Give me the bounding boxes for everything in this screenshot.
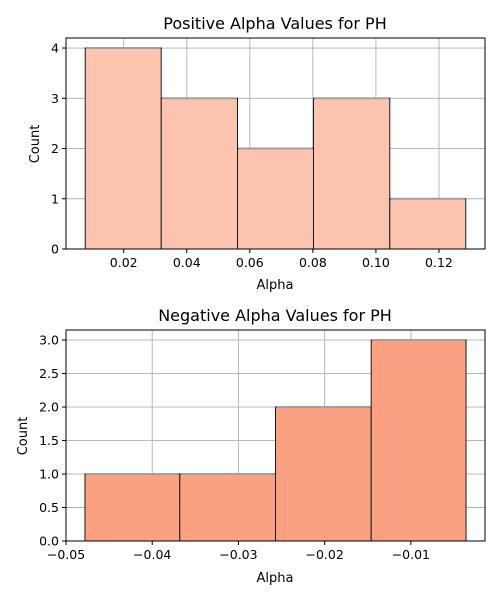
y-tick-label: 1: [51, 191, 59, 206]
y-tick-label: 2.5: [39, 366, 59, 381]
x-tick-label: −0.01: [392, 547, 430, 562]
histogram-bar: [84, 473, 181, 542]
y-ticks: 0.0 0.5 1.0 1.5 2.0 2.5 3.0: [39, 333, 66, 549]
plot-frame: [65, 329, 486, 542]
plot-frame: [65, 37, 486, 250]
chart-positive-alpha: Positive Alpha Values for PH 0.02 0.04 0.0…: [28, 14, 486, 293]
y-tick-label: 1.0: [39, 467, 59, 482]
y-ticks: 0 1 2 3 4: [51, 41, 66, 257]
x-ticks: 0.02 0.04 0.06 0.08 0.10 0.12: [110, 249, 453, 270]
x-tick-label: 0.06: [236, 255, 264, 270]
chart-title: Positive Alpha Values for PH: [163, 14, 386, 33]
x-tick-label: 0.08: [299, 255, 327, 270]
x-tick-label: 0.04: [173, 255, 201, 270]
x-tick-label: −0.02: [305, 547, 343, 562]
x-tick-label: −0.03: [219, 547, 257, 562]
histogram-bar: [312, 97, 391, 250]
chart-negative-alpha: Negative Alpha Values for PH −0.05 −0.04−…: [16, 306, 486, 586]
y-tick-label: 3.0: [39, 333, 59, 348]
y-tick-label: 0.5: [39, 500, 59, 515]
y-axis-label: Count: [28, 125, 43, 164]
histogram-bar: [179, 473, 277, 542]
chart-title: Negative Alpha Values for PH: [158, 306, 392, 325]
y-tick-label: 2.0: [39, 400, 59, 415]
x-tick-label: −0.05: [47, 547, 85, 562]
histogram-bar: [160, 97, 239, 250]
y-tick-label: 2: [51, 141, 59, 156]
x-axis-label: Alpha: [257, 571, 294, 586]
y-tick-label: 0.0: [39, 534, 59, 549]
x-tick-label: 0.02: [110, 255, 138, 270]
x-axis-label: Alpha: [257, 278, 294, 293]
x-tick-label: −0.04: [133, 547, 171, 562]
histogram-bar: [84, 47, 162, 250]
x-ticks: −0.05 −0.04 −0.03 −0.02 −0.01: [47, 541, 430, 562]
x-tick-label: 0.12: [425, 255, 453, 270]
bars: [84, 339, 467, 542]
x-tick-label: 0.10: [362, 255, 390, 270]
y-tick-label: 0: [51, 242, 59, 257]
y-tick-label: 4: [51, 41, 59, 56]
bars: [84, 47, 467, 250]
histogram-bar: [237, 148, 314, 250]
histogram-bar: [389, 198, 467, 250]
histogram-bar: [275, 406, 372, 542]
histogram-bar: [370, 339, 467, 542]
y-tick-label: 3: [51, 91, 59, 106]
y-axis-label: Count: [16, 417, 31, 456]
y-tick-label: 1.5: [39, 433, 59, 448]
